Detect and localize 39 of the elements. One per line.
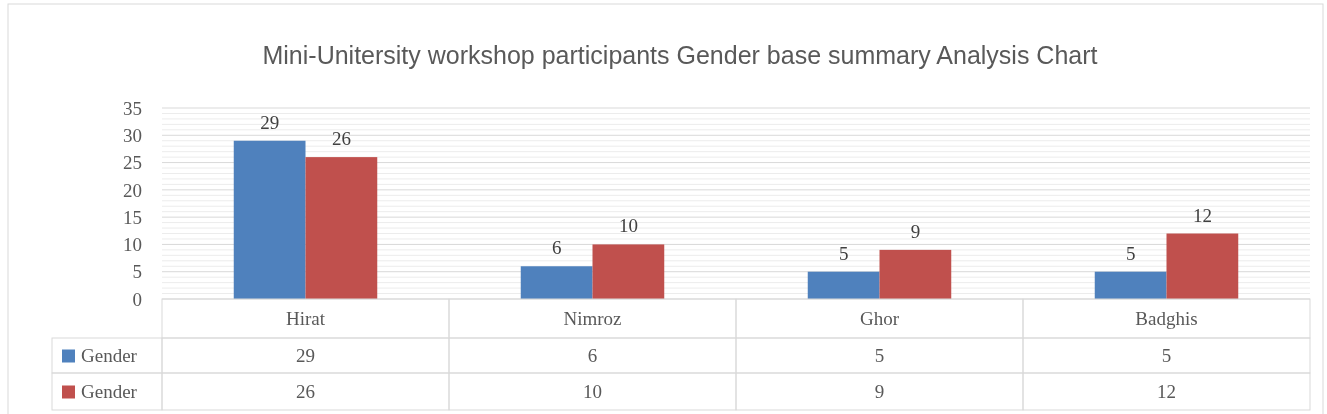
text: 6 [587, 345, 598, 367]
x-tick-label: Hirat [285, 308, 326, 330]
bar [520, 266, 593, 299]
text: 12 [1157, 381, 1176, 403]
text: 10 [583, 381, 602, 403]
legend-label: Gender [81, 381, 138, 403]
y-tick-label: 10 [123, 234, 142, 256]
bar [1094, 271, 1167, 299]
y-tick-label: 0 [132, 288, 142, 310]
text: 26 [296, 381, 315, 403]
chart-title: Mini-Unitersity workshop participants Gender base summary Analysis Chart [262, 41, 1098, 69]
bar [807, 271, 880, 299]
data-label: 5 [1125, 242, 1136, 264]
data-label: 26 [331, 128, 351, 150]
data-label: 5 [838, 242, 849, 264]
y-tick-label: 25 [123, 152, 142, 174]
legend-label: Gender [81, 345, 138, 367]
y-tick-label: 30 [123, 124, 142, 146]
x-tick-label: Badghis [1135, 308, 1198, 330]
text: 5 [1161, 345, 1172, 367]
text: 29 [296, 345, 315, 367]
text: 9 [874, 381, 885, 403]
data-label: 10 [618, 215, 638, 237]
data-label: 6 [551, 237, 562, 259]
y-tick-label: 5 [132, 261, 142, 283]
y-tick-label: 15 [123, 206, 142, 228]
y-tick-label: 35 [123, 97, 142, 119]
data-label: 9 [910, 220, 921, 242]
bar [879, 249, 952, 299]
data-label: 29 [260, 111, 280, 133]
text: 5 [874, 345, 885, 367]
y-tick-label: 20 [123, 179, 142, 201]
bar [305, 157, 378, 299]
x-tick-label: Nimroz [563, 308, 622, 330]
x-tick-label: Ghor [859, 308, 900, 330]
data-label: 12 [1192, 204, 1212, 226]
bar [233, 140, 306, 299]
bar [592, 244, 665, 299]
bar [1166, 233, 1239, 299]
